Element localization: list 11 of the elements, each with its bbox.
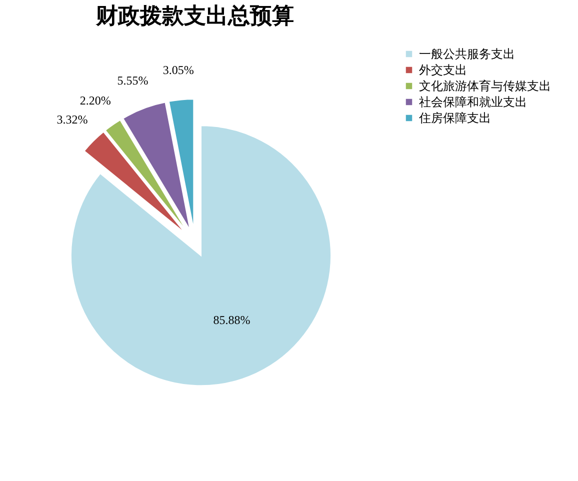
legend-label: 社会保障和就业支出 xyxy=(419,95,527,109)
legend-label: 文化旅游体育与传媒支出 xyxy=(419,79,551,93)
legend-label: 外交支出 xyxy=(419,63,467,77)
legend-label: 一般公共服务支出 xyxy=(419,47,515,61)
data-label: 2.20% xyxy=(80,93,111,108)
data-label: 5.55% xyxy=(117,74,148,88)
data-label: 3.05% xyxy=(162,62,194,77)
legend-label: 住房保障支出 xyxy=(418,111,491,125)
data-label: 3.32% xyxy=(56,112,88,127)
chart-title: 财政拨款支出总预算 xyxy=(95,3,294,28)
data-label: 85.88% xyxy=(213,313,250,328)
